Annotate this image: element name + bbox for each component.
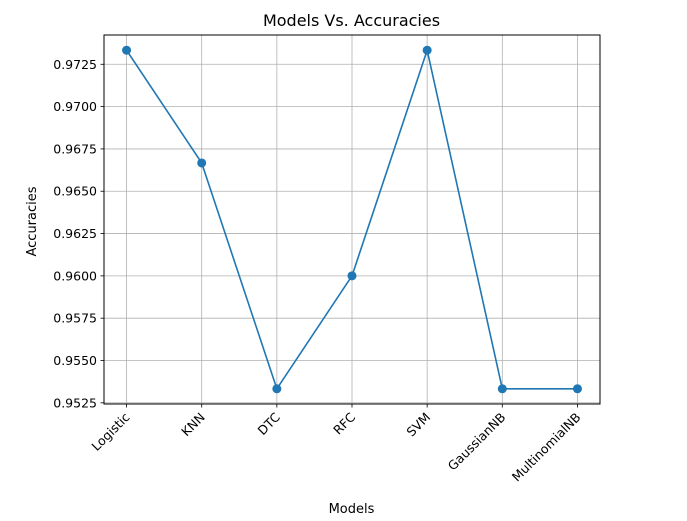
x-tick-label: KNN — [178, 410, 208, 440]
x-axis-label: Models — [329, 502, 375, 517]
x-tick-label: Logistic — [88, 409, 132, 453]
grid — [104, 35, 600, 404]
data-point — [422, 45, 432, 55]
y-tick-label: 0.9725 — [53, 57, 97, 72]
x-tick-label: MultinomialNB — [509, 410, 584, 485]
y-axis-label: Accuracies — [25, 186, 40, 256]
x-tick-label: RFC — [330, 409, 358, 437]
y-tick-label: 0.9625 — [53, 226, 97, 241]
y-tick-label: 0.9700 — [53, 99, 97, 114]
data-point — [272, 384, 282, 394]
data-point — [347, 271, 357, 281]
x-tick-label: GaussianNB — [445, 410, 509, 474]
x-tick-label: SVM — [403, 410, 433, 440]
y-tick-label: 0.9575 — [53, 311, 97, 326]
data-point — [572, 384, 582, 394]
y-tick-label: 0.9550 — [53, 353, 97, 368]
y-tick-label: 0.9675 — [53, 141, 97, 156]
data-point — [497, 384, 507, 394]
series-layer — [122, 45, 582, 394]
data-point — [122, 45, 132, 55]
x-axis-ticks: Logistic KNN DTC RFC SVM GaussianNB Multinomia… — [88, 404, 584, 485]
y-tick-label: 0.9650 — [53, 184, 97, 199]
x-tick-label: DTC — [254, 409, 283, 438]
y-axis-ticks: 0.9525 0.9550 0.9575 0.9600 0.9625 0.9650 0.96… — [53, 57, 104, 410]
y-tick-label: 0.9600 — [53, 268, 97, 283]
data-point — [197, 158, 207, 168]
chart-title: Models Vs. Accuracies — [263, 11, 440, 30]
y-tick-label: 0.9525 — [53, 395, 97, 410]
